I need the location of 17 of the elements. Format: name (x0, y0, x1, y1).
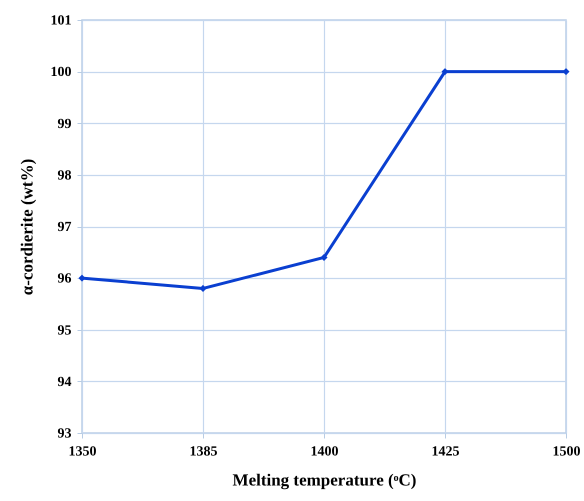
x-tick-label: 1350 (68, 444, 96, 460)
y-tick-label: 98 (58, 168, 72, 184)
y-tick-label: 96 (58, 272, 72, 287)
y-tick-label: 94 (58, 374, 72, 390)
x-axis-title: Melting temperature (ᵒC) (232, 470, 416, 490)
y-axis-title: α-cordierite (wt%) (18, 158, 36, 296)
x-tick-label: 1425 (432, 444, 460, 460)
y-tick-label: 100 (50, 65, 72, 80)
y-tick-label: 95 (58, 323, 72, 338)
y-tick-label: 97 (58, 220, 72, 235)
point (320, 254, 328, 262)
y-tick-label: 101 (50, 14, 72, 28)
x-tick-label: 1500 (552, 444, 580, 460)
y-tick-label: 93 (58, 426, 72, 442)
x-tick-label: 1400 (310, 444, 338, 460)
y-tick-label: 99 (58, 116, 72, 132)
x-tick-label: 1385 (190, 444, 218, 460)
